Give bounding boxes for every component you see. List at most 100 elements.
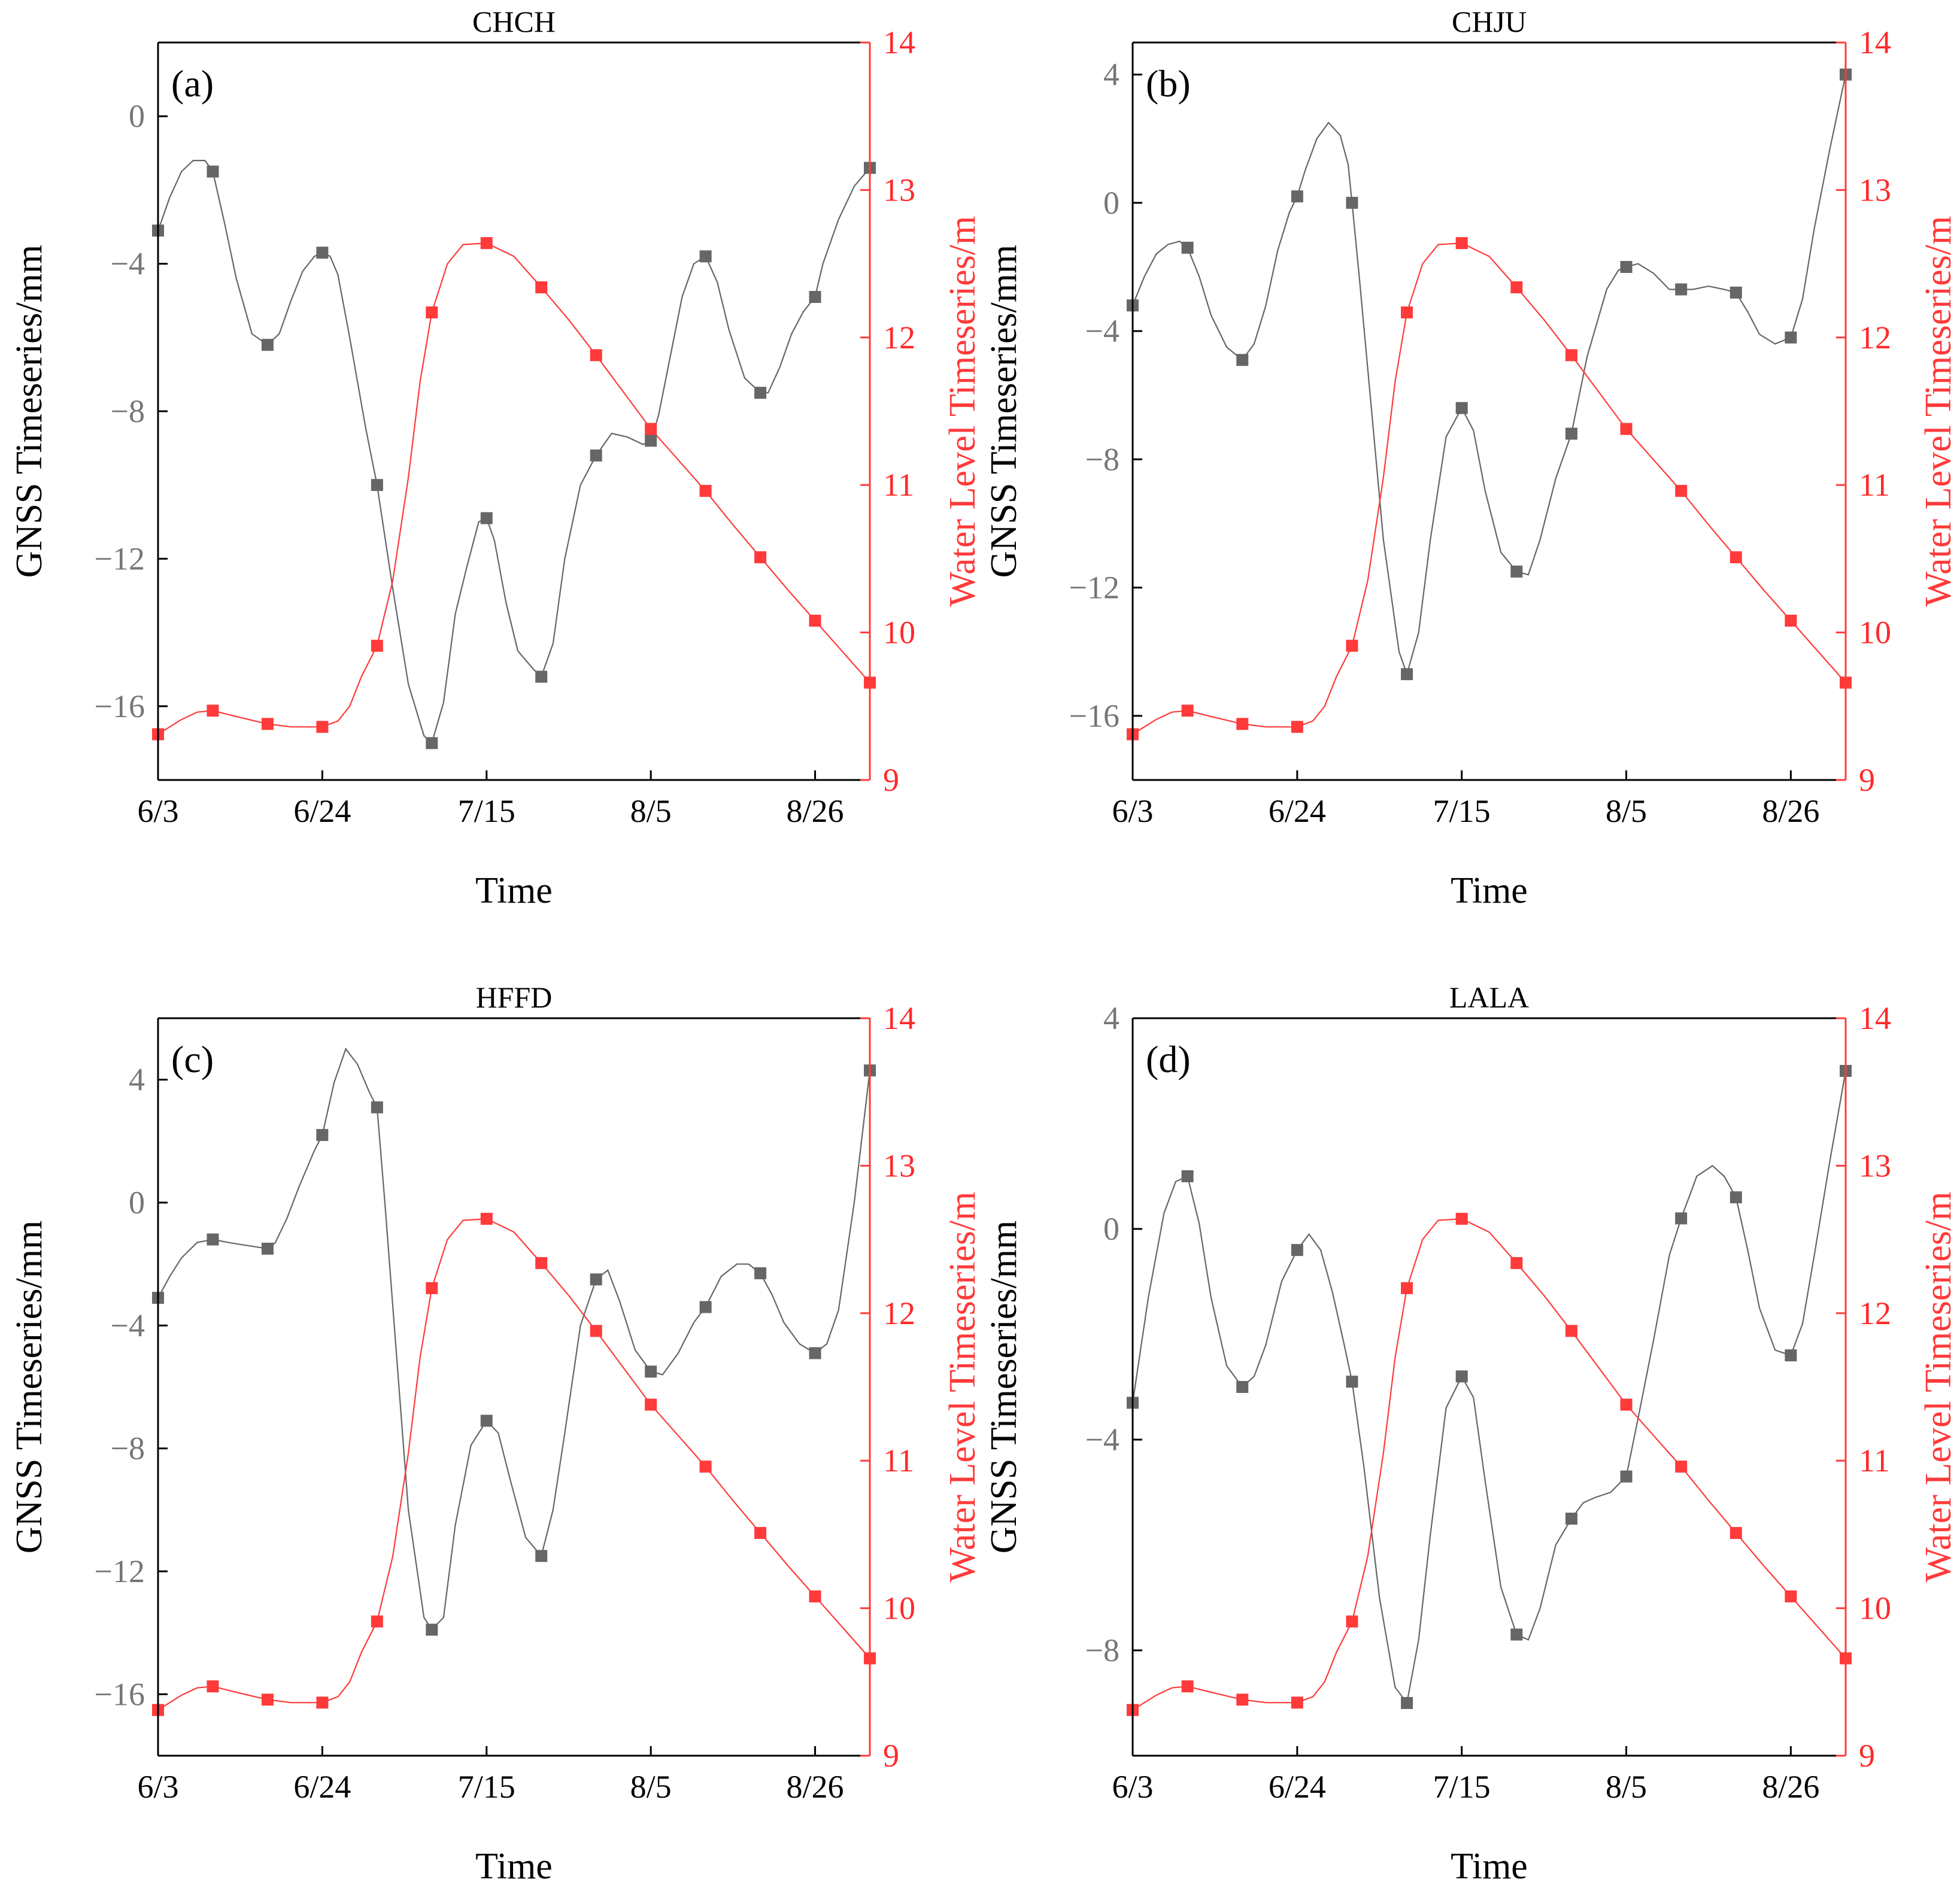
x-tick-label: 6/3 (137, 1769, 178, 1805)
chart-panel-lala: LALA (d) 6/3 6/24 7/15 8/5 8/26 4 0 −4 −8 9 10 11 12 13… (984, 981, 1959, 1882)
x-tick-label: 8/26 (787, 1769, 844, 1805)
gnss-series-line (1131, 1070, 1847, 1705)
left-y-tick-label: 4 (1103, 1000, 1119, 1036)
left-y-tick-label: −8 (111, 1431, 145, 1467)
left-y-axis-label: GNSS Timeseries/mm (9, 1221, 50, 1553)
right-y-tick-label: 14 (883, 1000, 915, 1036)
left-y-tick-label: −16 (95, 688, 145, 724)
water-level-marker (1785, 614, 1797, 627)
gnss-marker (1730, 1191, 1742, 1204)
gnss-marker (645, 1365, 657, 1378)
right-y-tick-label: 14 (1859, 25, 1891, 60)
left-y-tick-label: 0 (1103, 185, 1119, 221)
water-level-marker (809, 1590, 821, 1602)
x-tick-label: 6/24 (293, 1769, 351, 1805)
water-level-marker (1620, 1398, 1633, 1411)
left-y-tick-label: 4 (129, 1062, 145, 1098)
gnss-marker (1455, 402, 1468, 414)
gnss-marker (1675, 1212, 1688, 1225)
left-y-tick-label: −8 (1085, 441, 1119, 477)
right-y-tick-label: 10 (883, 615, 915, 651)
x-tick-label: 6/3 (137, 793, 178, 829)
gnss-marker (1730, 286, 1742, 299)
water-level-marker (1620, 423, 1633, 435)
gnss-marker (754, 387, 767, 399)
chart-title: CHCH (472, 5, 556, 38)
water-level-marker (480, 237, 493, 250)
x-tick-label: 8/26 (1762, 793, 1819, 829)
water-level-marker (754, 551, 767, 563)
gnss-marker (371, 1101, 383, 1113)
right-y-tick-label: 12 (883, 320, 915, 356)
right-y-axis-label: Water Level Timeseries/m (1918, 216, 1959, 607)
x-axis-label: Time (1451, 870, 1528, 911)
x-tick-label: 6/3 (1112, 793, 1153, 829)
gnss-marker (1181, 241, 1194, 254)
left-y-tick-label: 0 (1103, 1211, 1119, 1247)
right-y-tick-label: 11 (883, 467, 914, 503)
right-y-tick-label: 14 (883, 25, 915, 60)
x-axis-label: Time (475, 1846, 553, 1882)
left-y-tick-label: −16 (1069, 698, 1119, 734)
water-level-marker (316, 1696, 329, 1709)
water-level-marker (1236, 718, 1249, 730)
x-tick-label: 8/5 (630, 793, 672, 829)
gnss-marker (1620, 260, 1633, 273)
gnss-marker (699, 1301, 712, 1313)
gnss-marker (426, 737, 438, 749)
water-level-marker (1565, 1325, 1577, 1337)
water-level-marker (207, 1680, 219, 1693)
water-level-marker (1455, 237, 1468, 250)
chart-title: LALA (1449, 981, 1529, 1014)
water-level-marker (1785, 1590, 1797, 1602)
gnss-marker (1181, 1170, 1194, 1182)
chart-title: HFFD (476, 981, 553, 1014)
gnss-marker (1785, 331, 1797, 344)
gnss-marker (426, 1623, 438, 1636)
water-level-marker (1730, 551, 1742, 563)
gnss-marker (1510, 1628, 1523, 1641)
gnss-marker (590, 1273, 602, 1286)
left-y-axis-label: GNSS Timeseries/mm (984, 245, 1024, 578)
x-tick-label: 8/5 (1606, 1769, 1647, 1805)
left-y-tick-label: −4 (111, 246, 145, 282)
panel-label: (c) (171, 1038, 214, 1080)
water-level-marker (1236, 1693, 1249, 1706)
left-y-tick-label: −4 (1085, 1422, 1119, 1458)
right-y-tick-label: 10 (1859, 615, 1891, 651)
x-tick-label: 8/26 (787, 793, 844, 829)
gnss-series-line (157, 160, 870, 745)
gnss-marker (1401, 668, 1413, 681)
left-y-tick-label: 0 (129, 98, 145, 134)
gnss-marker (645, 435, 657, 447)
gnss-marker (261, 339, 274, 351)
water-level-series-line (1132, 1218, 1846, 1711)
water-level-marker (699, 1461, 712, 1473)
water-level-marker (316, 721, 329, 733)
water-level-marker (1565, 349, 1577, 362)
gnss-marker (1455, 1370, 1468, 1383)
gnss-series-line (1131, 74, 1847, 676)
gnss-marker (1510, 565, 1523, 578)
water-level-marker (1675, 1461, 1688, 1473)
gnss-marker (699, 250, 712, 263)
right-y-axis-label: Water Level Timeseries/m (942, 216, 983, 607)
water-level-marker (1730, 1526, 1742, 1539)
left-y-tick-label: 0 (129, 1185, 145, 1221)
left-y-axis-label: GNSS Timeseries/mm (9, 245, 50, 578)
right-y-axis-label: Water Level Timeseries/m (1918, 1192, 1959, 1583)
panel-label: (b) (1146, 62, 1191, 105)
gnss-marker (1291, 190, 1303, 203)
left-y-tick-label: −12 (1069, 570, 1119, 606)
left-y-tick-label: −4 (1085, 313, 1119, 349)
gnss-marker (1401, 1697, 1413, 1709)
gnss-marker (1236, 354, 1249, 366)
x-tick-label: 8/5 (1606, 793, 1647, 829)
water-level-marker (1181, 1680, 1194, 1693)
right-y-tick-label: 13 (1859, 1148, 1891, 1183)
gnss-marker (1346, 196, 1358, 209)
water-level-marker (426, 306, 438, 318)
right-y-tick-label: 10 (883, 1590, 915, 1626)
water-level-marker (1510, 1257, 1523, 1270)
right-y-tick-label: 10 (1859, 1590, 1891, 1626)
